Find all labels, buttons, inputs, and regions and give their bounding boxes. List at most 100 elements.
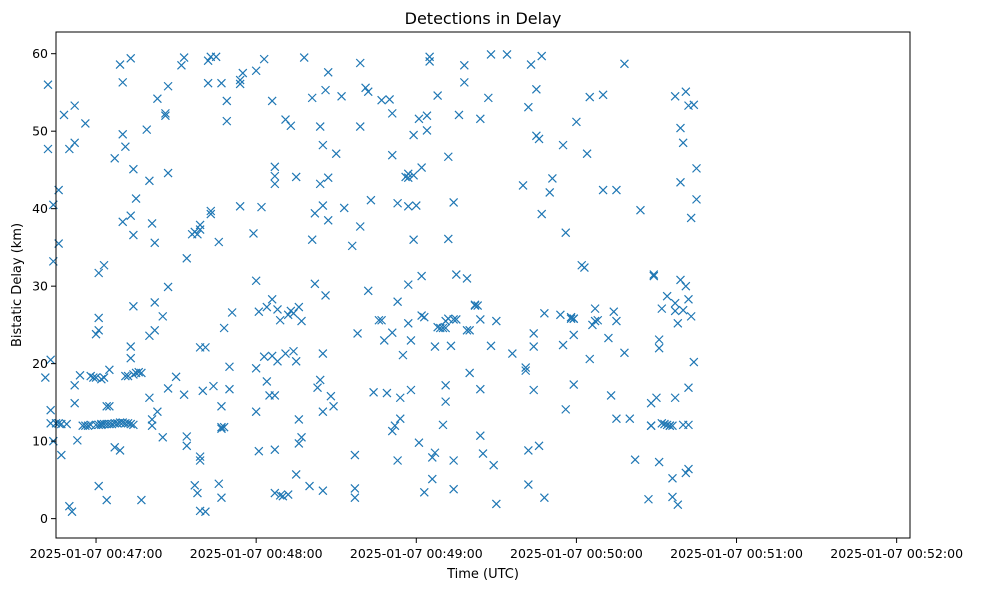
- data-point-marker: [409, 170, 419, 180]
- data-point-marker: [123, 371, 133, 381]
- data-point-marker: [673, 500, 683, 510]
- data-point-marker: [209, 381, 218, 391]
- data-point-marker: [676, 123, 685, 133]
- data-point-marker: [385, 94, 395, 104]
- data-point-marker: [684, 464, 693, 474]
- data-point-marker: [227, 308, 237, 317]
- data-point-marker: [374, 315, 384, 325]
- data-point-marker: [417, 311, 427, 321]
- data-point-marker: [323, 215, 333, 225]
- data-point-marker: [211, 52, 221, 62]
- data-point-marker: [120, 142, 130, 152]
- data-point-marker: [262, 302, 272, 312]
- data-point-marker: [465, 325, 475, 335]
- data-point-marker: [644, 494, 653, 504]
- data-point-marker: [270, 488, 280, 498]
- data-point-marker: [486, 341, 496, 351]
- data-point-marker: [94, 313, 104, 323]
- data-point-marker: [630, 455, 640, 465]
- data-point-marker: [283, 490, 293, 500]
- data-point-marker: [526, 60, 536, 69]
- data-point-marker: [566, 312, 576, 322]
- data-point-marker: [620, 348, 629, 358]
- data-point-marker: [561, 404, 571, 414]
- data-point-marker: [678, 138, 688, 148]
- data-point-marker: [217, 493, 226, 503]
- data-point-marker: [678, 305, 688, 315]
- data-point-marker: [689, 100, 699, 110]
- data-point-marker: [126, 53, 136, 63]
- data-point-marker: [131, 194, 141, 204]
- data-point-marker: [665, 421, 675, 431]
- data-point-marker: [539, 493, 549, 503]
- data-point-marker: [104, 365, 114, 375]
- data-point-marker: [537, 51, 547, 61]
- data-point-marker: [286, 121, 296, 131]
- data-point-marker: [126, 353, 136, 363]
- data-point-marker: [294, 415, 304, 424]
- data-point-marker: [99, 373, 109, 383]
- data-point-marker: [502, 50, 512, 59]
- data-point-marker: [377, 95, 387, 105]
- data-point-marker: [179, 53, 189, 62]
- data-point-marker: [531, 84, 541, 94]
- data-point-marker: [201, 342, 210, 352]
- data-point-marker: [430, 342, 440, 352]
- data-point-marker: [406, 385, 416, 395]
- y-tick-label: 10: [32, 434, 48, 449]
- data-point-marker: [681, 281, 691, 291]
- data-point-marker: [473, 301, 483, 310]
- data-point-marker: [318, 201, 328, 210]
- data-point-marker: [331, 149, 341, 159]
- data-point-marker: [43, 80, 53, 90]
- data-point-marker: [94, 325, 104, 335]
- data-point-marker: [475, 384, 485, 394]
- data-point-marker: [251, 407, 261, 417]
- x-tick-label: 2025-01-07 00:50:00: [510, 546, 643, 561]
- data-point-marker: [64, 501, 74, 511]
- data-point-marker: [475, 431, 485, 441]
- data-point-marker: [561, 228, 571, 238]
- data-point-marker: [422, 111, 432, 121]
- data-point-marker: [193, 229, 202, 239]
- data-point-marker: [217, 401, 226, 411]
- data-point-marker: [612, 185, 621, 195]
- data-point-marker: [438, 323, 448, 333]
- data-point-marker: [355, 122, 365, 131]
- data-point-marker: [118, 129, 128, 139]
- data-point-marker: [475, 315, 485, 324]
- data-point-marker: [689, 357, 699, 367]
- data-point-marker: [339, 203, 349, 213]
- data-point-marker: [225, 362, 234, 372]
- data-point-marker: [91, 373, 101, 383]
- data-point-marker: [569, 314, 579, 324]
- data-point-marker: [612, 316, 621, 326]
- data-point-marker: [329, 401, 338, 411]
- data-point-marker: [147, 415, 157, 424]
- data-point-marker: [393, 198, 403, 208]
- data-point-marker: [529, 342, 539, 352]
- data-point-marker: [446, 341, 456, 351]
- data-point-marker: [395, 414, 405, 424]
- data-point-marker: [441, 380, 451, 390]
- data-point-marker: [347, 241, 357, 251]
- data-point-marker: [128, 420, 138, 430]
- data-point-marker: [222, 116, 232, 126]
- data-point-marker: [305, 481, 314, 491]
- data-point-marker: [569, 380, 579, 389]
- data-point-marker: [654, 457, 664, 467]
- x-tick-label: 2025-01-07 00:47:00: [30, 546, 163, 561]
- data-point-marker: [270, 171, 280, 181]
- data-point-marker: [417, 163, 427, 173]
- data-point-marker: [160, 108, 170, 118]
- data-point-marker: [403, 318, 413, 328]
- data-point-marker: [449, 484, 459, 494]
- data-point-marker: [609, 307, 619, 317]
- data-point-marker: [529, 329, 539, 338]
- data-point-marker: [590, 316, 600, 326]
- data-point-marker: [449, 456, 459, 465]
- data-point-marker: [539, 308, 549, 318]
- data-point-marker: [262, 377, 272, 386]
- data-point-marker: [491, 316, 501, 326]
